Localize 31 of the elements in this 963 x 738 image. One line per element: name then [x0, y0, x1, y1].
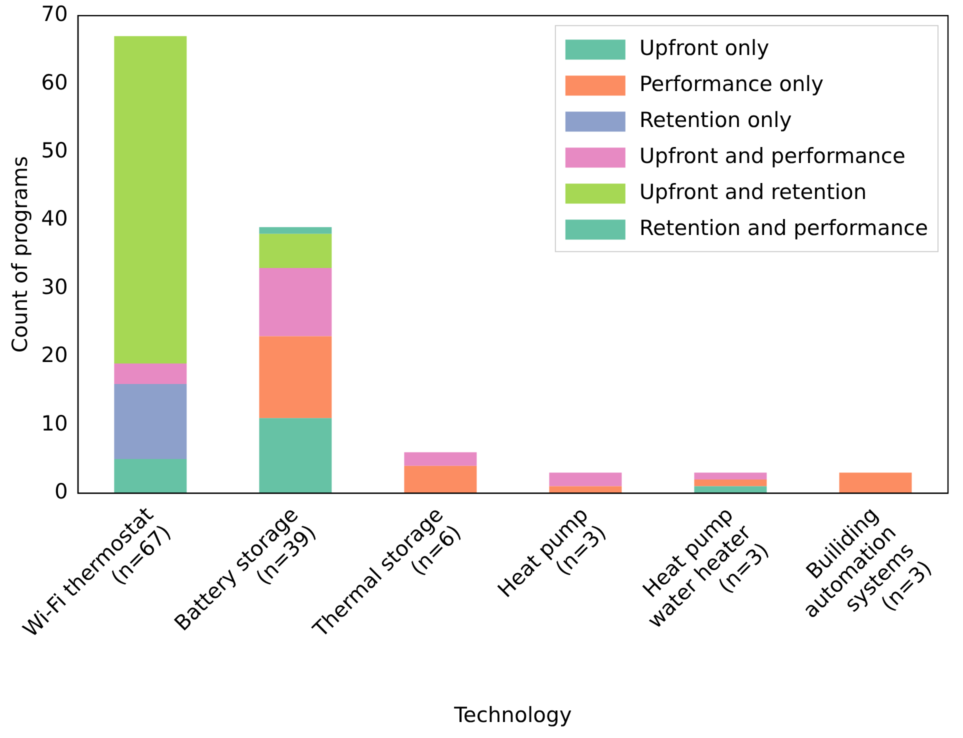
x-axis-title: Technology [453, 702, 572, 727]
y-tick-label: 50 [41, 138, 68, 162]
y-tick-label: 40 [41, 206, 68, 231]
bar [839, 472, 912, 494]
y-tick-label: 0 [54, 480, 68, 504]
y-tick-label: 30 [41, 274, 68, 299]
bar [114, 364, 187, 384]
legend-label: Retention only [639, 108, 792, 132]
bar [259, 227, 332, 234]
legend-label: Upfront and retention [639, 180, 867, 204]
bar [259, 268, 332, 336]
bar [694, 472, 767, 480]
legend-label: Performance only [639, 72, 824, 96]
y-tick-label: 70 [41, 2, 68, 26]
legend-label: Retention and performance [639, 216, 928, 240]
bar [404, 452, 477, 466]
y-tick-label: 60 [41, 70, 68, 94]
bar [549, 472, 622, 486]
y-tick-label: 20 [41, 343, 68, 368]
legend-label: Upfront only [639, 36, 770, 60]
bar [114, 36, 187, 364]
bar [694, 479, 767, 486]
bar [259, 336, 332, 418]
bar [259, 418, 332, 494]
bar [259, 234, 332, 268]
y-tick-label: 10 [41, 411, 68, 436]
bar [114, 384, 187, 460]
legend-label: Upfront and performance [639, 144, 906, 168]
bar [114, 459, 187, 494]
bar [404, 466, 477, 494]
y-axis-title: Count of programs [8, 156, 32, 353]
